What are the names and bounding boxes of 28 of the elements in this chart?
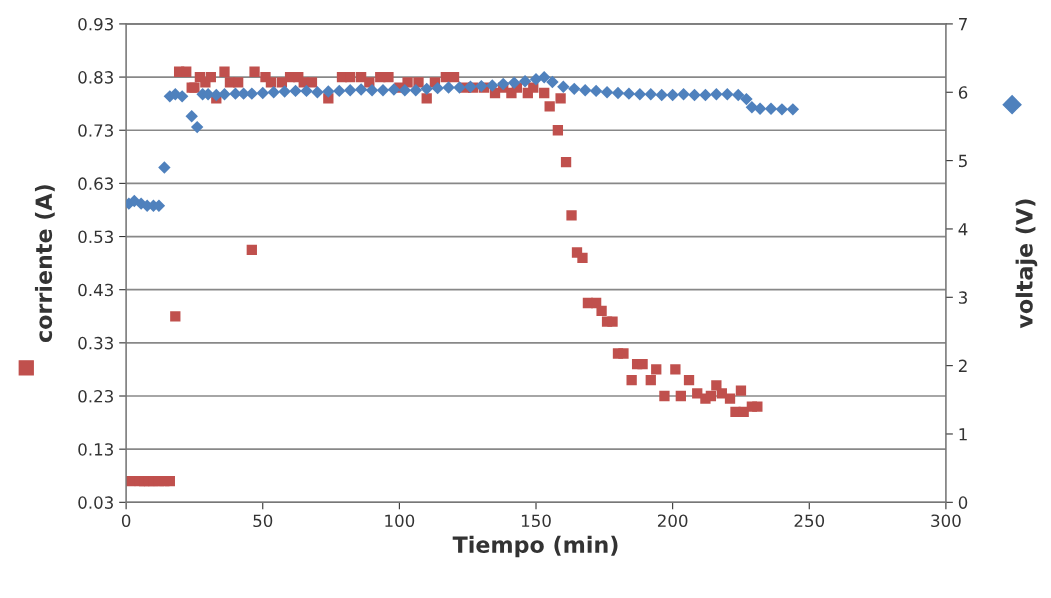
x-axis-title: Tiempo (min) [452,535,618,558]
x-tick-label: 300 [931,514,961,528]
y2-axis-title: voltaje (V) [1015,199,1038,329]
y2-tick-label: 3 [958,291,967,304]
y2-tick-label: 6 [958,86,968,99]
y2-tick-label: 2 [958,359,967,372]
x-tick-label: 0 [121,514,131,528]
y-axis-title: corriente (A) [34,185,55,343]
y-tick-label: 0.13 [78,443,113,456]
y2-tick-label: 7 [959,18,967,31]
y-tick-label: 0.83 [78,71,113,84]
y-tick-label: 0.53 [78,230,113,244]
y-tick-label: 0.03 [78,496,113,509]
x-tick-label: 200 [657,514,688,528]
x-tick-label: 150 [521,514,551,528]
x-tick-label: 50 [253,514,273,528]
y2-tick-label: 1 [959,428,967,441]
y2-tick-label: 0 [958,496,968,509]
y2-tick-label: 4 [958,223,968,236]
y-tick-label: 0.93 [78,17,113,31]
y-tick-label: 0.33 [78,336,113,350]
y-tick-label: 0.63 [78,177,113,190]
y-tick-label: 0.73 [78,124,113,137]
y-tick-label: 0.23 [78,389,113,403]
x-tick-label: 100 [385,514,415,528]
y2-tick-label: 5 [958,154,967,168]
y-tick-label: 0.43 [78,283,113,297]
x-tick-label: 250 [794,514,825,528]
